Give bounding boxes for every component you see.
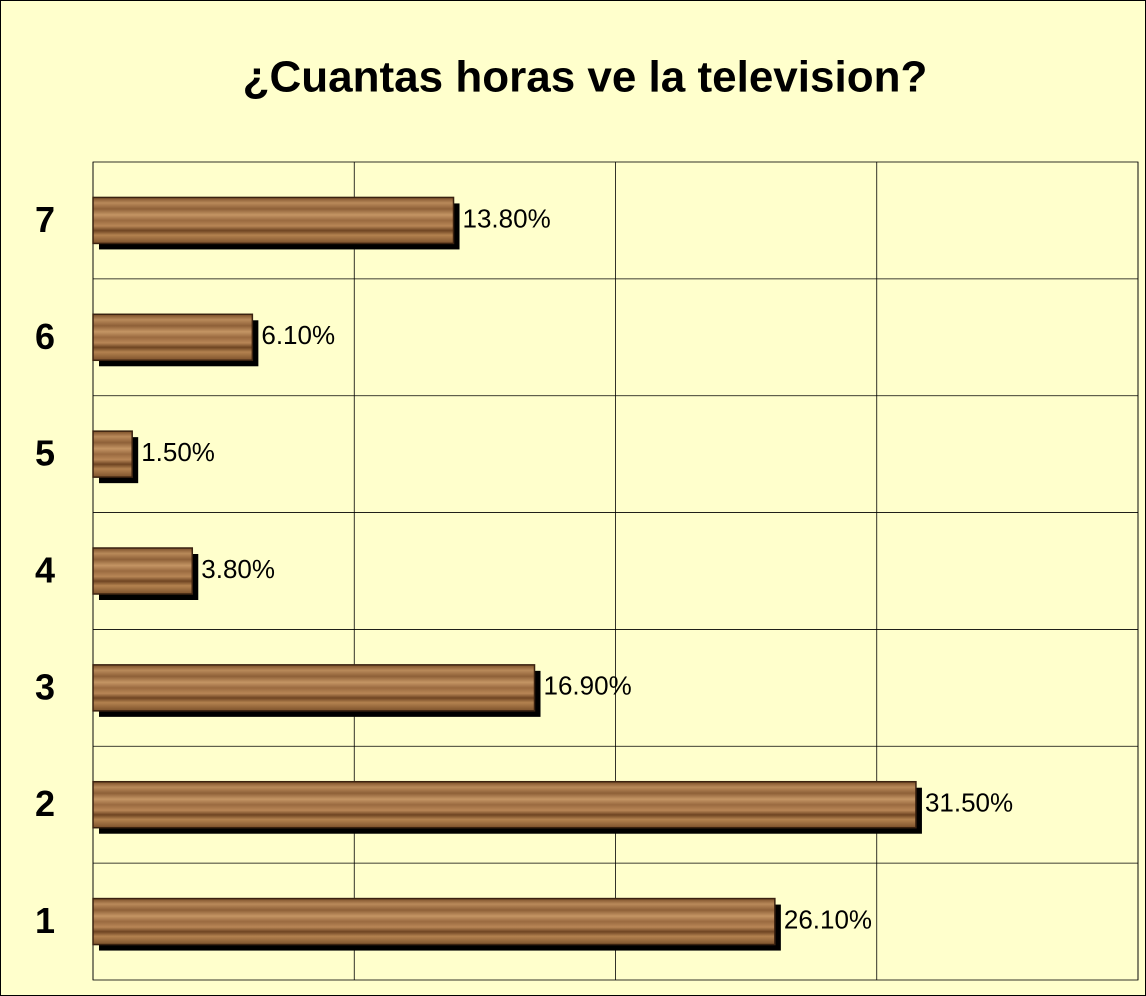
y-tick-label: 5 xyxy=(35,433,55,474)
bar xyxy=(92,547,194,595)
value-label: 13.80% xyxy=(463,203,551,233)
value-label: 6.10% xyxy=(261,320,335,350)
y-tick-label: 3 xyxy=(35,666,55,707)
chart-title: ¿Cuantas horas ve la television? xyxy=(243,53,928,102)
value-label: 1.50% xyxy=(141,437,215,467)
y-tick-label: 2 xyxy=(35,783,55,824)
bar xyxy=(92,196,455,245)
y-tick-label: 6 xyxy=(35,316,55,357)
bar xyxy=(92,313,254,362)
value-label: 3.80% xyxy=(201,554,275,584)
bar xyxy=(92,897,776,946)
y-tick-label: 4 xyxy=(35,550,55,591)
bar xyxy=(92,430,133,478)
bar xyxy=(92,664,536,712)
value-label: 16.90% xyxy=(544,671,632,701)
y-tick-label: 7 xyxy=(35,199,55,240)
y-tick-label: 1 xyxy=(35,900,55,941)
value-label: 31.50% xyxy=(925,788,1013,818)
value-label: 26.10% xyxy=(784,904,872,934)
bar xyxy=(92,780,917,829)
